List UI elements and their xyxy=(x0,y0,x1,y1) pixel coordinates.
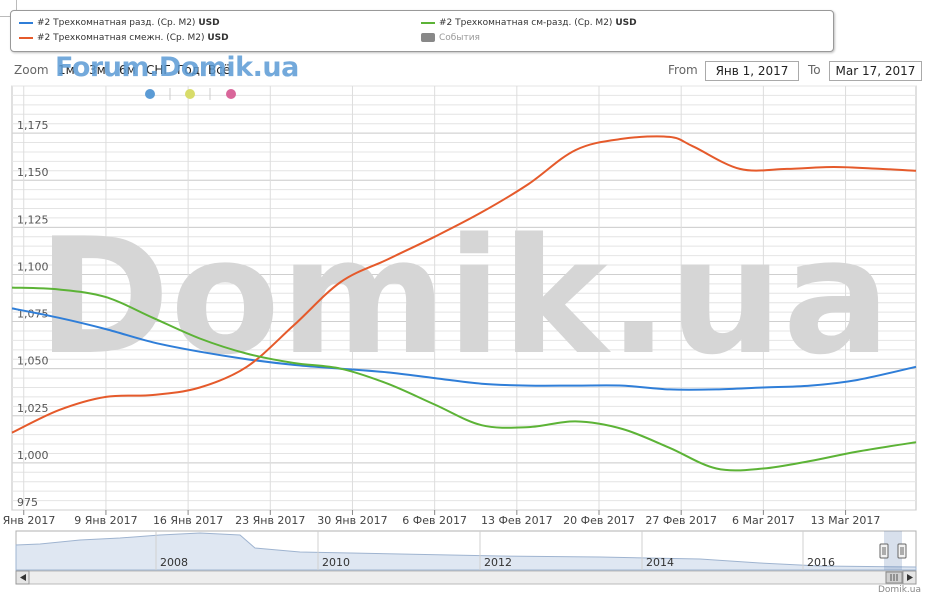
legend-item-separate[interactable]: #2 Трехкомнатная разд. (Ср. М2) USD xyxy=(19,17,220,29)
legend-label: События xyxy=(439,33,480,43)
y-tick-label: 1,150 xyxy=(17,166,49,179)
x-tick-label: 6 Фев 2017 xyxy=(402,514,467,527)
x-tick-label: 16 Янв 2017 xyxy=(153,514,223,527)
series-line-mixed xyxy=(11,286,917,472)
y-tick-label: 1,050 xyxy=(17,355,49,368)
scrollbar-track xyxy=(15,570,917,585)
navigator-selection xyxy=(884,531,902,570)
x-tick-label: 27 Фев 2017 xyxy=(645,514,717,527)
zoom-all-button[interactable]: Всё xyxy=(208,63,231,77)
navigator-year-label: 2012 xyxy=(484,556,512,569)
legend-line-icon xyxy=(421,21,435,24)
scroll-left-icon xyxy=(20,574,26,581)
y-tick-label: 1,125 xyxy=(17,213,49,226)
y-axis-labels: 9751,0001,0251,0501,0751,1001,1251,1501,… xyxy=(17,119,49,509)
legend-line-icon xyxy=(19,21,33,24)
watermark-small: Forum.Domik.ua xyxy=(55,52,299,83)
navigator-area xyxy=(15,532,917,571)
event-marker xyxy=(185,89,195,99)
zoom-1m-button[interactable]: 1м xyxy=(58,63,75,77)
navigator: 2008 2010 2012 2014 2016 xyxy=(15,530,917,585)
x-tick-label: 9 Янв 2017 xyxy=(74,514,137,527)
navigator-handle[interactable] xyxy=(879,543,889,559)
y-tick-label: 1,000 xyxy=(17,449,49,462)
zoom-3m-button[interactable]: 3м xyxy=(89,63,106,77)
event-marker xyxy=(226,89,236,99)
zoom-6m-button[interactable]: 6м xyxy=(119,63,136,77)
series-lines xyxy=(11,135,917,472)
y-tick-label: 1,025 xyxy=(17,402,49,415)
series-line-separate xyxy=(11,307,917,391)
legend-line-icon xyxy=(19,36,33,39)
legend-item-adjacent[interactable]: #2 Трехкомнатная смежн. (Ср. М2) USD xyxy=(19,32,229,44)
grid-lines xyxy=(12,85,916,511)
events-swatch-icon xyxy=(421,33,435,42)
legend-label: #2 Трехкомнатная смежн. (Ср. М2) xyxy=(37,33,205,43)
x-axis-labels: 2 Янв 2017 9 Янв 2017 16 Янв 2017 23 Янв 20… xyxy=(0,510,880,527)
from-date-input[interactable]: Янв 1, 2017 xyxy=(705,61,799,81)
from-label: From xyxy=(668,63,698,77)
legend-item-mixed[interactable]: #2 Трехкомнатная см-разд. (Ср. М2) USD xyxy=(421,17,637,29)
x-tick-label: 6 Мar 2017 xyxy=(732,514,795,527)
watermark-big: Domik.ua xyxy=(37,203,890,390)
zoom-ytd-button[interactable]: СНГ xyxy=(146,63,171,77)
zoom-1y-button[interactable]: Год xyxy=(177,63,200,77)
event-marker xyxy=(145,89,155,99)
legend-item-events[interactable]: События xyxy=(421,32,480,44)
x-tick-label: 30 Янв 2017 xyxy=(317,514,387,527)
navigator-year-label: 2010 xyxy=(322,556,350,569)
zoom-label: Zoom xyxy=(14,63,49,77)
navigator-handle[interactable] xyxy=(897,543,907,559)
y-tick-label: 975 xyxy=(17,496,38,509)
scroll-right-icon xyxy=(907,574,913,581)
legend-unit: USD xyxy=(207,33,229,43)
legend-unit: USD xyxy=(198,18,220,28)
credit-link[interactable]: Domik.ua xyxy=(878,585,921,595)
to-date-input[interactable]: Mar 17, 2017 xyxy=(829,61,922,81)
legend: #2 Трехкомнатная разд. (Ср. М2) USD #2 Т… xyxy=(10,10,834,52)
x-tick-label: 13 Фев 2017 xyxy=(481,514,553,527)
x-tick-label: 20 Фев 2017 xyxy=(563,514,635,527)
x-tick-label: 2 Янв 2017 xyxy=(0,514,55,527)
legend-label: #2 Трехкомнатная разд. (Ср. М2) xyxy=(37,18,196,28)
x-tick-label: 23 Янв 2017 xyxy=(235,514,305,527)
y-tick-label: 1,100 xyxy=(17,260,49,273)
legend-unit: USD xyxy=(615,18,637,28)
to-label: To xyxy=(808,63,821,77)
navigator-year-label: 2014 xyxy=(646,556,674,569)
series-line-adjacent xyxy=(11,135,917,434)
legend-label: #2 Трехкомнатная см-разд. (Ср. М2) xyxy=(439,18,613,28)
y-tick-label: 1,175 xyxy=(17,119,49,132)
plot-area xyxy=(11,85,917,511)
navigator-year-label: 2016 xyxy=(807,556,835,569)
navigator-year-label: 2008 xyxy=(160,556,188,569)
x-tick-label: 13 Мar 2017 xyxy=(811,514,881,527)
event-markers xyxy=(145,88,236,100)
